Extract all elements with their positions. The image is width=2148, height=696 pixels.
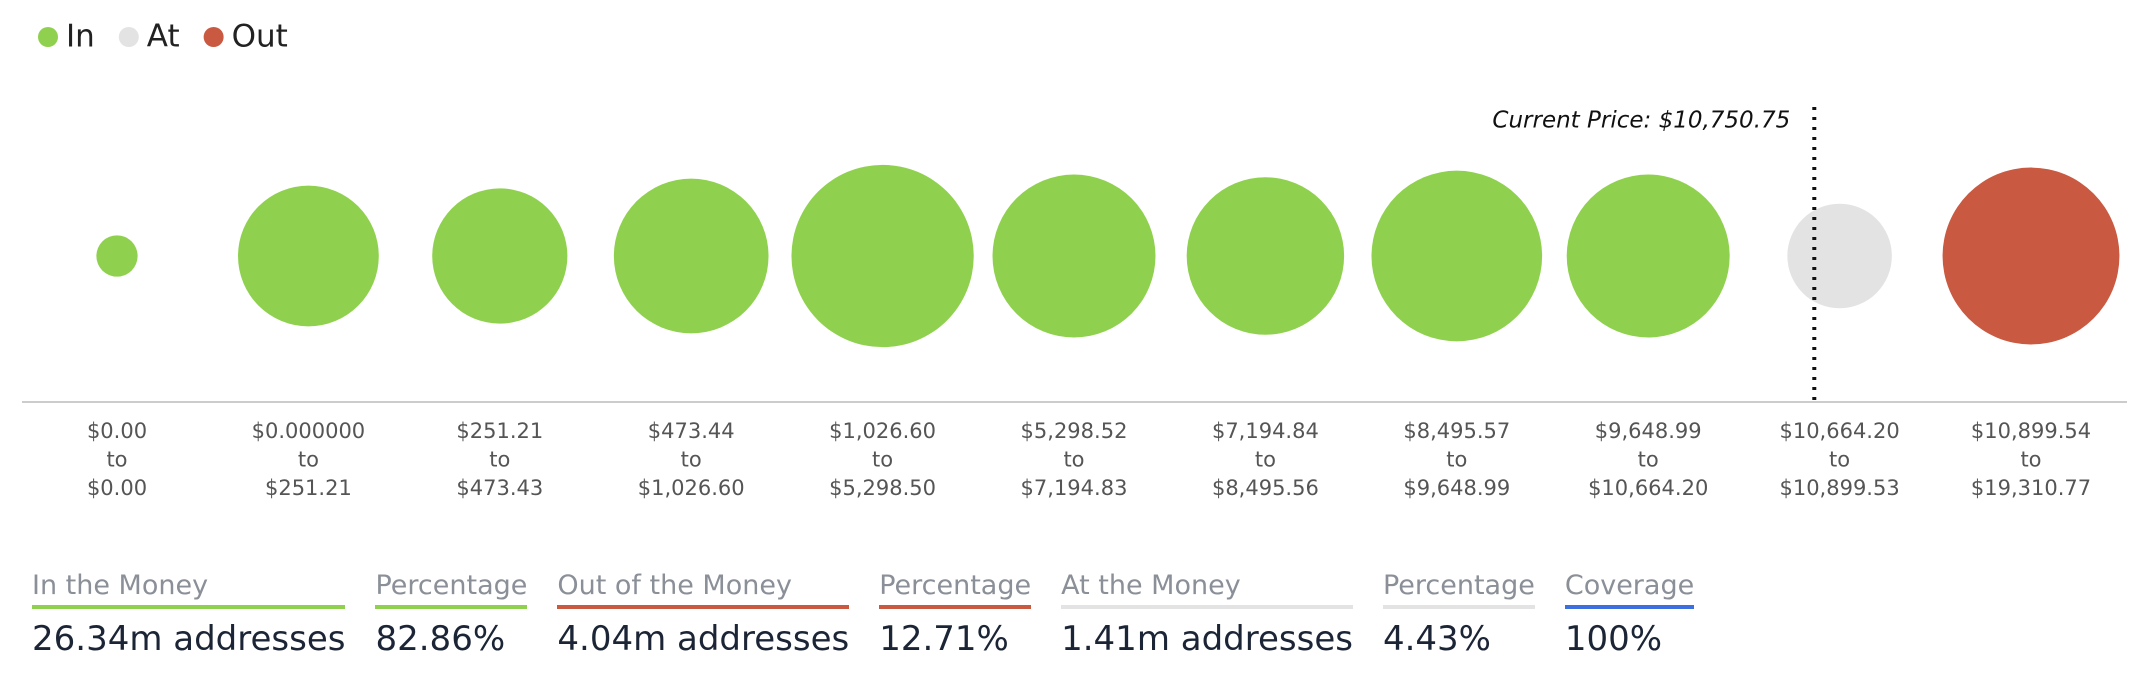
x-tick-label: $251.21: [265, 476, 352, 500]
chart: In At Out $0.00 to $0.00 $0.000000 to $251.21 $25…: [22, 19, 2127, 500]
legend-marker: [38, 27, 58, 47]
summary-label: Percentage: [879, 570, 1032, 609]
x-tick-label: $7,194.84: [1212, 419, 1319, 443]
x-tick-label: $5,298.50: [829, 476, 936, 500]
x-tick-label: $0.00: [87, 419, 147, 443]
x-tick-label: to: [2020, 448, 2041, 472]
summary-value: 82.86%: [375, 619, 506, 659]
legend-marker: [118, 27, 139, 47]
current-price-label: Current Price: $10,750.75: [1492, 108, 1790, 134]
legend-label: At: [147, 19, 180, 55]
bubble: [1371, 170, 1543, 342]
x-tick-label: to: [106, 448, 127, 472]
x-tick-label: $10,899.53: [1779, 476, 1899, 500]
summary-item: At the Money 1.41m addresses: [1061, 570, 1353, 659]
bubble: [1787, 203, 1892, 309]
x-tick-label: $19,310.77: [1971, 476, 2091, 500]
bubble: [238, 185, 379, 327]
x-tick-label: $5,298.52: [1021, 419, 1128, 443]
x-tick-label: $10,899.54: [1971, 419, 2091, 443]
bubble: [1942, 167, 2120, 345]
summary-item: Percentage 4.43%: [1382, 570, 1535, 659]
x-tick-label: $251.21: [456, 419, 543, 443]
x-tick-label: to: [1255, 448, 1276, 472]
bubble: [791, 164, 974, 348]
summary-label: Percentage: [375, 570, 528, 609]
bubble: [96, 235, 138, 277]
x-tick-label: $9,648.99: [1403, 476, 1510, 500]
x-tick-label: $473.44: [648, 419, 735, 443]
summary-label: Percentage: [1382, 570, 1535, 609]
legend-label: In: [66, 19, 95, 55]
summary-value: 12.71%: [879, 619, 1009, 659]
summary-label: At the Money: [1061, 570, 1353, 609]
x-tick-label: $0.000000: [252, 419, 366, 443]
summary-value: 26.34m addresses: [32, 619, 346, 659]
x-tick-label: to: [1446, 448, 1467, 472]
x-tick-label: to: [872, 448, 893, 472]
x-tick-label: to: [681, 448, 702, 472]
bubble: [432, 188, 568, 324]
summary-label: Coverage: [1564, 570, 1695, 609]
x-tick-label: $1,026.60: [638, 476, 745, 500]
x-tick-label: to: [1638, 448, 1659, 472]
legend-label: Out: [232, 19, 288, 55]
bubble: [992, 174, 1156, 338]
summary-item: Percentage 12.71%: [879, 570, 1032, 659]
bubble: [1186, 177, 1345, 335]
x-tick-label: $1,026.60: [829, 419, 936, 443]
x-tick-label: $0.00: [87, 476, 147, 500]
summary-label: Out of the Money: [557, 570, 850, 609]
summary-value: 100%: [1564, 619, 1663, 659]
x-tick-label: $9,648.99: [1595, 419, 1702, 443]
x-tick-label: to: [1063, 448, 1084, 472]
x-tick-label: $8,495.57: [1403, 419, 1510, 443]
x-tick-label: $7,194.83: [1021, 476, 1128, 500]
x-tick-label: to: [298, 448, 319, 472]
x-tick-label: $10,664.20: [1779, 419, 1899, 443]
x-tick-label: $473.43: [456, 476, 543, 500]
summary-item: Coverage 100%: [1564, 570, 1695, 659]
bubble: [1566, 174, 1730, 338]
summary-item: Out of the Money 4.04m addresses: [557, 570, 850, 659]
x-tick-label: to: [1829, 448, 1850, 472]
bubble: [613, 178, 769, 334]
summary-item: Percentage 82.86%: [375, 570, 528, 659]
legend-marker: [203, 27, 224, 47]
x-tick-label: $8,495.56: [1212, 476, 1319, 500]
summary-value: 1.41m addresses: [1061, 619, 1353, 659]
x-tick-label: $10,664.20: [1588, 476, 1708, 500]
summary-item: In the Money 26.34m addresses: [32, 570, 346, 659]
summary: In the Money 26.34m addresses Percentage 82…: [32, 570, 1695, 659]
summary-value: 4.04m addresses: [557, 619, 850, 659]
summary-value: 4.43%: [1382, 619, 1491, 659]
summary-label: In the Money: [32, 570, 346, 609]
x-tick-label: to: [489, 448, 510, 472]
